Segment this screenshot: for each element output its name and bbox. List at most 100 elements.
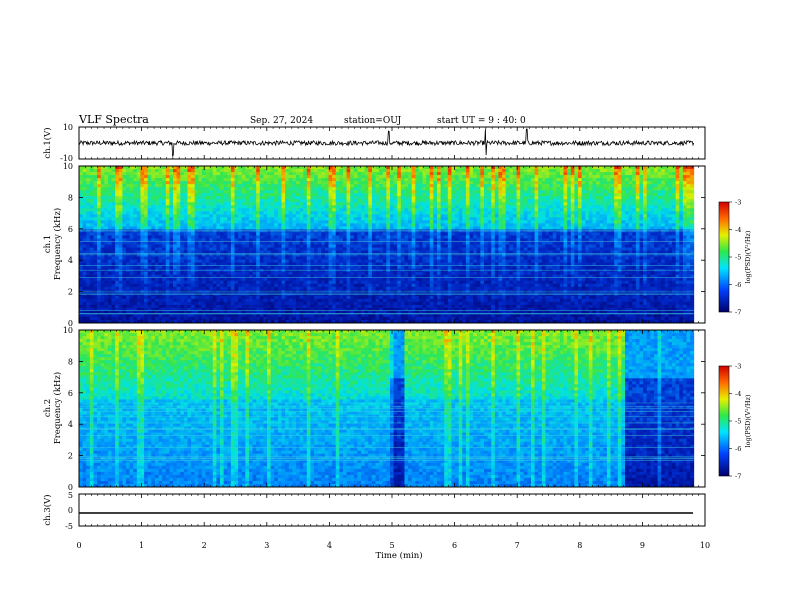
spectrogram-cell (205, 259, 210, 264)
spectrogram-cell (107, 259, 112, 264)
spectrogram-cell (332, 286, 337, 291)
spectrogram-cell (198, 178, 203, 182)
spectrogram-cell (111, 181, 116, 185)
spectrogram-cell (411, 172, 416, 176)
spectrogram-cell (317, 286, 322, 291)
spectrogram-cell (418, 301, 423, 306)
spectrogram-cell (180, 265, 185, 270)
spectrogram-cell (303, 262, 308, 267)
spectrogram-cell (408, 301, 413, 306)
spectrogram-cell (191, 172, 196, 176)
spectrogram-cell (389, 304, 394, 309)
spectrogram-cell (154, 259, 159, 264)
spectrogram-cell (201, 178, 206, 182)
spectrogram-cell (314, 166, 319, 170)
spectrogram-cell (115, 241, 120, 245)
spectrogram-cell (252, 289, 257, 294)
spectrogram-cell (256, 319, 261, 323)
spectrogram-cell (306, 265, 311, 270)
spectrogram-cell (252, 307, 257, 312)
spectrogram-cell (379, 262, 384, 267)
spectrogram-cell (277, 259, 282, 264)
spectrogram-cell (97, 166, 102, 170)
spectrogram-cell (154, 226, 159, 230)
spectrogram-cell (346, 181, 351, 185)
spectrogram-cell (389, 190, 394, 194)
spectrogram-cell (281, 220, 286, 224)
spectrogram-cell (292, 235, 297, 239)
spectrogram-cell (176, 262, 181, 267)
spectrogram-cell (234, 184, 239, 188)
spectrogram-cell (126, 250, 131, 254)
spectrogram-cell (397, 283, 402, 288)
spectrogram-cell (303, 313, 308, 318)
spectrogram-cell (350, 220, 355, 224)
spectrogram-cell (176, 187, 181, 191)
spectrogram-cell (82, 232, 87, 236)
spectrogram-cell (209, 205, 214, 209)
spectrogram-cell (418, 172, 423, 176)
spectrogram-cell (223, 205, 228, 209)
spectrogram-cell (259, 319, 264, 323)
spectrogram-cell (393, 259, 398, 264)
spectrogram-cell (299, 298, 304, 303)
spectrogram-cell (238, 169, 243, 173)
spectrogram-cell (227, 250, 232, 254)
spectrogram-cell (86, 211, 91, 215)
spectrogram-cell (198, 172, 203, 176)
spectrogram-cell (274, 199, 279, 203)
spectrogram-cell (342, 172, 347, 176)
spectrogram-cell (187, 274, 192, 279)
spectrogram-cell (400, 307, 405, 312)
spectrogram-cell (147, 217, 152, 221)
spectrogram-cell (158, 175, 163, 179)
spectrogram-cell (133, 175, 138, 179)
spectrogram-cell (277, 202, 282, 206)
spectrogram-cell (274, 313, 279, 318)
spectrogram-cell (238, 310, 243, 315)
spectrogram-cell (93, 316, 98, 321)
spectrogram-cell (306, 244, 311, 248)
spectrogram-cell (274, 241, 279, 245)
spectrogram-cell (245, 256, 250, 260)
spectrogram-cell (147, 244, 152, 248)
spectrogram-cell (303, 283, 308, 288)
spectrogram-cell (201, 214, 206, 218)
spectrogram-cell (180, 280, 185, 285)
spectrogram-cell (129, 235, 134, 239)
spectrogram-cell (97, 223, 102, 227)
spectrogram-cell (364, 238, 369, 242)
spectrogram-cell (342, 232, 347, 236)
spectrogram-cell (223, 208, 228, 212)
spectrogram-cell (245, 274, 250, 279)
spectrogram-cell (227, 202, 232, 206)
spectrogram-cell (129, 310, 134, 315)
spectrogram-cell (267, 319, 272, 323)
spectrogram-cell (183, 253, 188, 257)
spectrogram-cell (169, 175, 174, 179)
spectrogram-cell (140, 172, 145, 176)
spectrogram-cell (346, 283, 351, 288)
spectrogram-cell (238, 199, 243, 203)
spectrogram-cell (382, 316, 387, 321)
spectrogram-cell (220, 205, 225, 209)
spectrogram-cell (368, 310, 373, 315)
spectrogram-cell (238, 253, 243, 257)
spectrogram-cell (245, 316, 250, 321)
spectrogram-cell (295, 208, 300, 212)
spectrogram-cell (147, 256, 152, 260)
spectrogram-cell (270, 241, 275, 245)
spectrogram-cell (295, 265, 300, 270)
spectrogram-cell (328, 181, 333, 185)
spectrogram-cell (111, 283, 116, 288)
spectrogram-cell (393, 247, 398, 251)
spectrogram-cell (107, 277, 112, 282)
spectrogram-cell (267, 166, 272, 170)
spectrogram-cell (79, 247, 84, 251)
spectrogram-cell (292, 274, 297, 279)
spectrogram-cell (328, 295, 333, 300)
spectrogram-cell (133, 220, 138, 224)
spectrogram-cell (165, 250, 170, 254)
spectrogram-cell (104, 205, 109, 209)
spectrogram-cell (375, 295, 380, 300)
